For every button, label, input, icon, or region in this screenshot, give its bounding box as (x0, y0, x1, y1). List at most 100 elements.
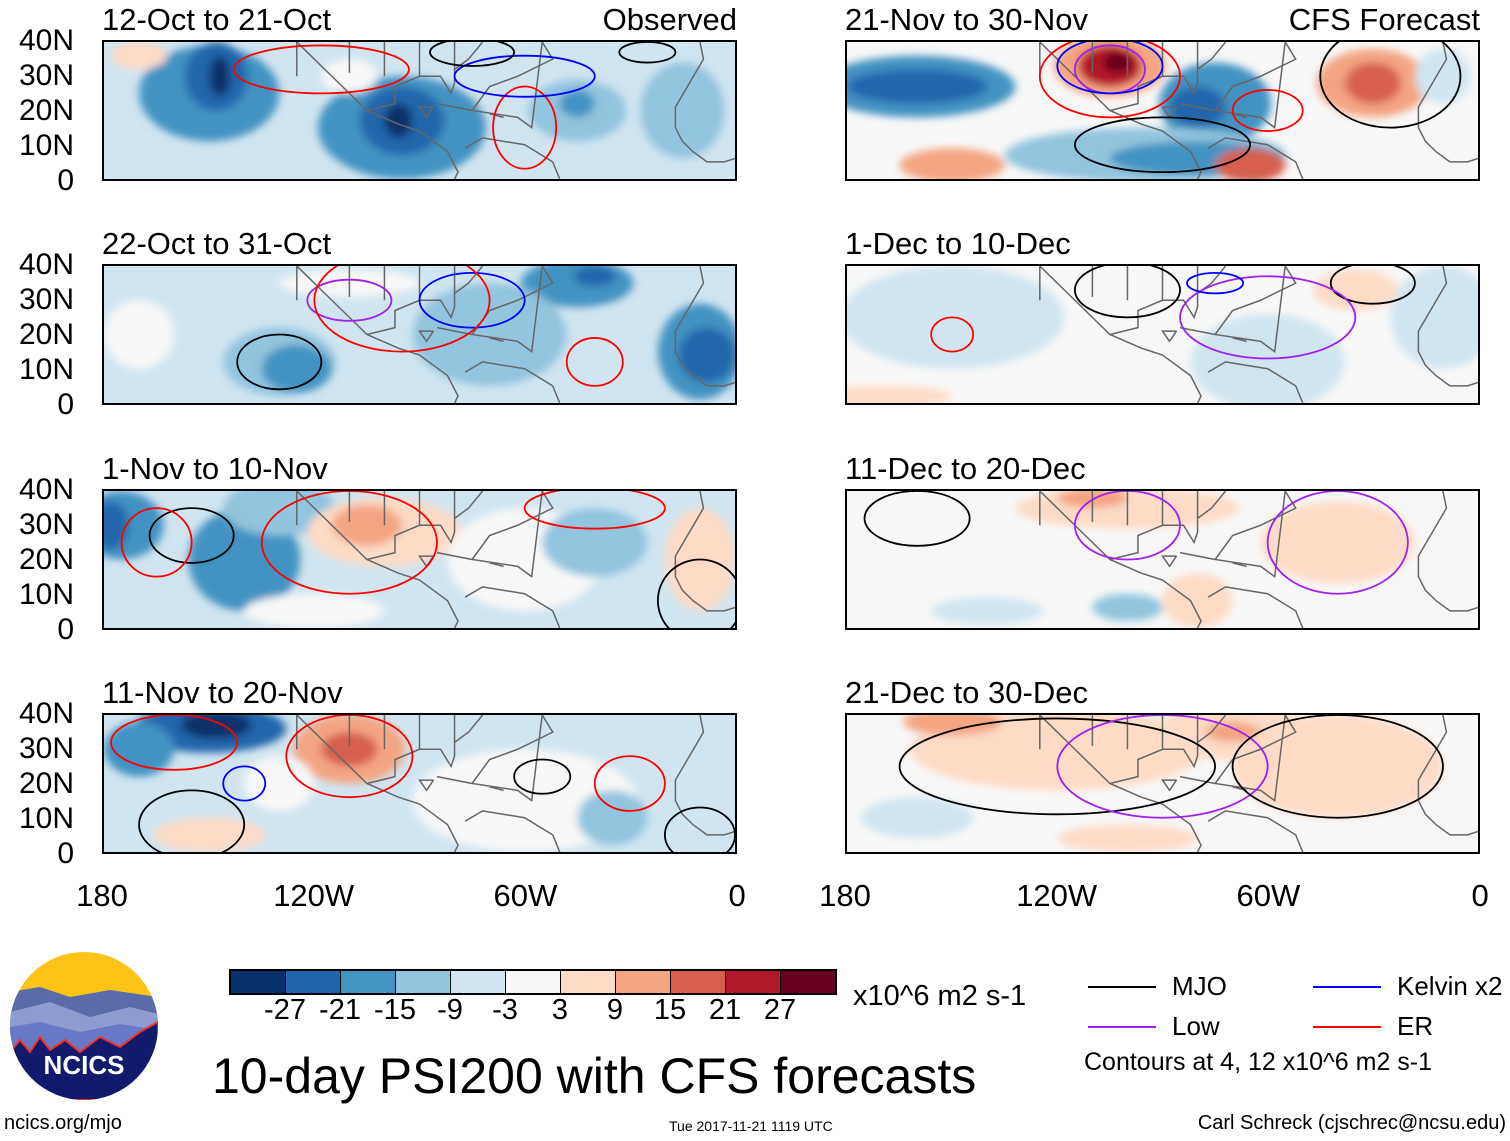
site-link[interactable]: ncics.org/mjo (4, 1112, 122, 1134)
author: Carl Schreck (cjschrec@ncsu.edu) (1197, 1112, 1506, 1134)
lon-tick-label: 180 (819, 878, 871, 913)
colorbar-tick-label: -3 (492, 994, 518, 1026)
map-panel: 11-Nov to 20-Nov (102, 675, 737, 854)
contour-line (139, 790, 244, 854)
coastline (297, 42, 735, 179)
panel-label: CFS Forecast (1288, 2, 1480, 37)
legend-label: Kelvin x2 (1397, 971, 1503, 1001)
legend-low: Low (1088, 1011, 1220, 1042)
shaded-anomaly (104, 721, 175, 777)
shaded-anomaly (209, 55, 231, 97)
contour-line (1233, 90, 1303, 131)
shaded-anomaly (1102, 52, 1131, 73)
contour-line (420, 273, 525, 328)
shaded-anomaly (1232, 715, 1443, 818)
coastline (1040, 715, 1478, 852)
shaded-anomaly (1390, 266, 1478, 369)
contour-line (286, 715, 412, 797)
colorbar-tick-label: 3 (551, 994, 569, 1026)
shaded-anomaly (903, 715, 1002, 736)
psi200-map (102, 489, 737, 630)
lon-tick-label: 0 (728, 878, 746, 913)
colorbar-swatch (781, 971, 835, 993)
shaded-anomaly (640, 62, 725, 159)
shaded-anomaly (1260, 501, 1415, 584)
lon-tick-label: 180 (76, 878, 128, 913)
lat-tick-label: 20N (18, 318, 74, 351)
panel-title: 21-Dec to 30-Dec (845, 675, 1088, 710)
shaded-anomaly (111, 42, 168, 70)
lat-tick-label: 10N (18, 129, 74, 162)
shaded-anomaly (1344, 62, 1401, 104)
colorbar (229, 969, 837, 995)
shaded-anomaly (931, 597, 1044, 625)
contour-line (493, 87, 556, 169)
shaded-anomaly (1204, 721, 1261, 743)
lat-tick-label: 30N (18, 283, 74, 316)
lat-tick-label: 0 (57, 837, 74, 870)
shaded-anomaly (573, 266, 616, 287)
panel-title: 12-Oct to 21-Oct (102, 2, 332, 37)
colorbar-swatch (341, 971, 396, 993)
contour-line (1057, 715, 1267, 818)
shaded-anomaly (678, 327, 735, 383)
colorbar-swatch (451, 971, 506, 993)
shaded-anomaly (899, 148, 1005, 179)
shaded-anomaly (244, 756, 315, 811)
contour-line (865, 491, 970, 546)
contour-line (514, 760, 570, 794)
contour-line (595, 756, 665, 811)
colorbar-tick-label: -15 (374, 994, 416, 1026)
lat-tick-label: 10N (18, 802, 74, 835)
contour-line (658, 560, 737, 631)
shaded-anomaly (261, 344, 332, 393)
colorbar-tick-label: -27 (264, 994, 306, 1026)
contour-line (1075, 491, 1180, 560)
map-panel: 12-Oct to 21-Oct Observed (102, 2, 737, 181)
lat-tick-label: 40N (18, 473, 74, 506)
coastline (1040, 42, 1478, 179)
lat-tick-label: 20N (18, 543, 74, 576)
shaded-anomaly (1313, 269, 1398, 311)
contour-line (1320, 40, 1460, 128)
contour-line (619, 42, 675, 63)
contour-line (1040, 40, 1180, 117)
coastline (1040, 266, 1478, 403)
lat-tick-label: 30N (18, 508, 74, 541)
colorbar-swatch (671, 971, 726, 993)
legend-label: Low (1172, 1011, 1220, 1041)
lat-tick-label: 0 (57, 164, 74, 197)
lat-tick-label: 40N (18, 24, 74, 57)
timestamp: Tue 2017-11-21 1119 UTC (669, 1118, 833, 1134)
panel-label: Observed (602, 2, 737, 37)
contour-line (237, 335, 321, 390)
map-panel: 21-Dec to 30-Dec (845, 675, 1480, 854)
colorbar-swatch (396, 971, 451, 993)
colorbar-swatch (561, 971, 616, 993)
lon-tick-label: 60W (493, 878, 558, 913)
coastline (1040, 491, 1478, 628)
coastline (297, 491, 735, 628)
legend-line (1088, 985, 1156, 988)
contour-line (307, 280, 391, 321)
lat-tick-label: 30N (18, 59, 74, 92)
shaded-anomaly (1215, 148, 1286, 179)
panel-title: 1-Nov to 10-Nov (102, 451, 328, 486)
colorbar-swatch (506, 971, 561, 993)
panel-title: 21-Nov to 30-Nov (845, 2, 1088, 37)
contour-line (262, 491, 437, 594)
shaded-anomaly (847, 69, 988, 104)
shaded-anomaly (542, 508, 648, 577)
shaded-anomaly (1414, 48, 1471, 104)
contour-line (1075, 264, 1180, 317)
contour-line (122, 508, 192, 577)
psi200-map (102, 264, 737, 405)
shaded-anomaly (153, 817, 266, 852)
lon-tick-label: 120W (1016, 878, 1098, 913)
colorbar-tick-label: 21 (708, 994, 742, 1026)
contour-line (111, 715, 237, 770)
lat-tick-label: 20N (18, 767, 74, 800)
contour-line (150, 508, 234, 563)
lat-tick-label: 10N (18, 353, 74, 386)
